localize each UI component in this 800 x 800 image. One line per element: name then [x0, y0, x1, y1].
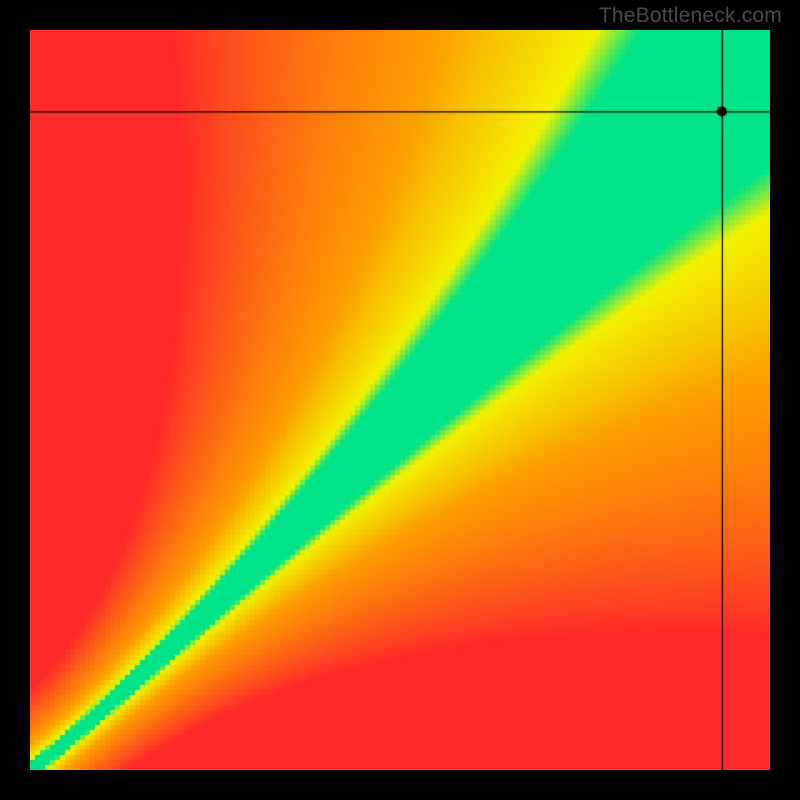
bottleneck-heatmap	[30, 30, 770, 770]
heatmap-canvas	[30, 30, 770, 770]
site-watermark: TheBottleneck.com	[599, 4, 782, 28]
